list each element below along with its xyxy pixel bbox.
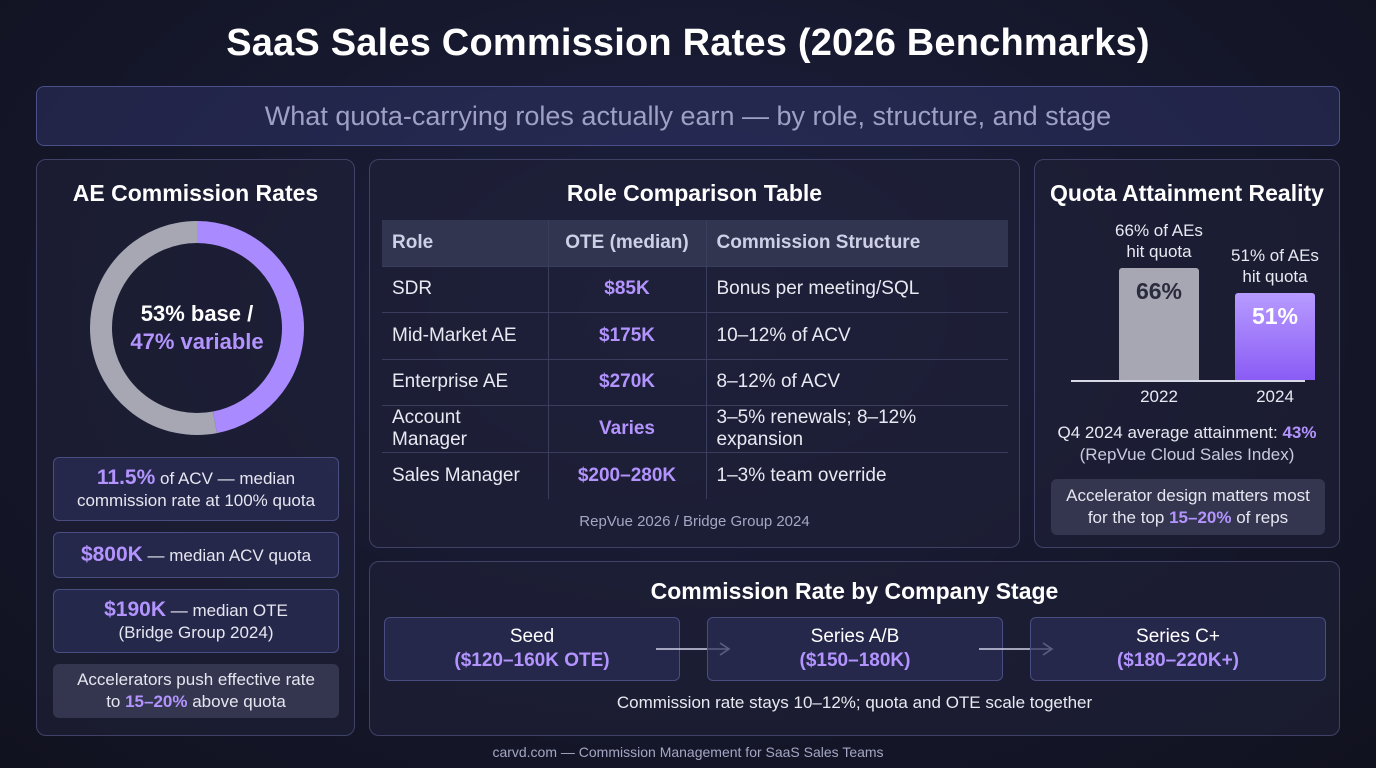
stage-series-c: Series C+ ($180–220K+) [1030, 617, 1326, 681]
accelerator-design-value: 15–20% [1169, 508, 1232, 527]
role-comparison-table: Role OTE (median) Commission Structure S… [382, 220, 1008, 499]
accelerators-line2: to 15–20% above quota [53, 691, 339, 713]
footer: carvd.com — Commission Management for Sa… [492, 744, 884, 760]
stage-ote: ($120–160K OTE) [454, 650, 610, 671]
table-row: Enterprise AE $270K 8–12% of ACV [382, 358, 1008, 406]
acv-quota-stat: $800K — median ACV quota [53, 532, 339, 578]
table-source: RepVue 2026 / Bridge Group 2024 [579, 513, 810, 530]
table-row: Sales Manager $200–280K 1–3% team overri… [382, 451, 1008, 499]
acv-quota-text: — median ACV quota [142, 545, 312, 565]
quota-attainment-panel: Quota Attainment Reality 66% 66% of AEs hi… [1034, 159, 1340, 548]
bar-2022 [1119, 267, 1199, 380]
median-ote-stat: $190K — median OTE (Bridge Group 2024) [53, 589, 339, 653]
table-row: Mid-Market AE $175K 10–12% of ACV [382, 312, 1008, 359]
median-ote-text: — median OTE [166, 600, 288, 620]
acv-rate-stat: 11.5% of ACV — median commission rate at… [53, 457, 339, 521]
subtitle-banner: What quota-carrying roles actually earn … [36, 86, 1340, 146]
table-panel-title: Role Comparison Table [566, 180, 823, 206]
base-variable-donut-chart [90, 221, 304, 435]
role-comparison-panel: Role Comparison Table Role OTE (median) … [369, 159, 1020, 548]
cell-role: Sales Manager [382, 451, 549, 499]
donut-segment-base [90, 221, 218, 435]
cell-role: SDR [382, 265, 549, 313]
bar-value-label: 66% [1135, 277, 1183, 304]
cell-ote: Varies [548, 405, 707, 452]
table-header-row: Role OTE (median) Commission Structure [382, 220, 1008, 266]
table-row: Account Manager Varies 3–5% renewals; 8–… [382, 405, 1008, 452]
acv-rate-text: of ACV — median [155, 468, 296, 488]
accelerators-note: Accelerators push effective rate to 15–2… [53, 664, 339, 718]
header-structure: Commission Structure [706, 220, 1008, 266]
cell-structure: Bonus per meeting/SQL [706, 265, 1008, 313]
page-title: SaaS Sales Commission Rates (2026 Benchm… [226, 22, 1150, 64]
accelerators-line1: Accelerators push effective rate [77, 670, 315, 689]
cell-role: Enterprise AE [382, 358, 549, 406]
quota-attainment-chart: 66% 66% of AEs hit quota 2022 51% 51% of AEs h… [1065, 220, 1319, 412]
x-tick-label: 2024 [1256, 387, 1294, 406]
accelerator-design-pre: for the top [1087, 508, 1170, 527]
cell-role: Account Manager [382, 405, 549, 452]
acv-quota-value: $800K [80, 542, 143, 566]
median-ote-source: (Bridge Group 2024) [118, 622, 274, 642]
accelerators-pre: to [106, 692, 126, 711]
acv-rate-line1: 11.5% of ACV — median [54, 465, 338, 490]
bar-value-label: 51% [1251, 303, 1299, 330]
bar-caption: 51% of AEs hit quota [1231, 246, 1319, 287]
q4-attainment-text: Q4 2024 average attainment: [1057, 423, 1283, 442]
stage-ote: ($150–180K) [799, 650, 911, 671]
company-stage-panel: Commission Rate by Company Stage Seed ($… [369, 561, 1340, 736]
accelerator-design-note: Accelerator design matters most for the … [1051, 479, 1325, 535]
cell-structure: 1–3% team override [706, 451, 1008, 499]
ae-panel-title: AE Commission Rates [72, 180, 319, 206]
accelerator-design-line2: for the top 15–20% of reps [1051, 507, 1325, 529]
cell-structure: 10–12% of ACV [706, 312, 1008, 359]
cell-ote: $85K [548, 265, 707, 313]
accelerator-design-line1: Accelerator design matters most [1066, 486, 1310, 505]
cell-role: Mid-Market AE [382, 312, 549, 359]
cell-ote: $270K [548, 358, 707, 406]
subtitle: What quota-carrying roles actually earn … [264, 100, 1112, 131]
stage-name: Series C+ [1136, 626, 1220, 647]
cell-ote: $200–280K [548, 451, 707, 499]
bar-caption: 66% of AEs hit quota [1115, 220, 1203, 261]
stage-name: Seed [509, 626, 555, 647]
cell-structure: 8–12% of ACV [706, 358, 1008, 406]
stage-ote: ($180–220K+) [1116, 650, 1239, 671]
donut-segment-variable [196, 221, 304, 434]
q4-attainment-note: Q4 2024 average attainment: 43% (RepVue … [1035, 422, 1339, 466]
x-tick-label: 2022 [1140, 387, 1178, 406]
cell-structure: 3–5% renewals; 8–12% expansion [706, 405, 1008, 452]
acv-quota-line: $800K — median ACV quota [54, 542, 338, 567]
median-ote-value: $190K [104, 597, 166, 621]
x-axis-line [1071, 380, 1305, 382]
ae-commission-panel: AE Commission Rates 53% base / 47% varia… [36, 159, 355, 736]
donut-base-label: 53% base / [140, 301, 254, 326]
stage-panel-title: Commission Rate by Company Stage [650, 578, 1059, 604]
accelerator-design-post: of reps [1231, 508, 1289, 527]
stage-note: Commission rate stays 10–12%; quota and … [616, 693, 1093, 712]
acv-rate-line2: commission rate at 100% quota [76, 490, 316, 510]
bar-2024 [1235, 293, 1315, 380]
stage-series-ab: Series A/B ($150–180K) [707, 617, 1003, 681]
accelerators-post: above quota [187, 692, 286, 711]
donut-variable-label: 47% variable [130, 329, 264, 354]
accelerators-value: 15–20% [125, 692, 188, 711]
stage-name: Series A/B [810, 626, 900, 647]
acv-rate-value: 11.5% [96, 465, 156, 489]
cell-ote: $175K [548, 312, 707, 359]
donut-center-label: 53% base / 47% variable [87, 300, 307, 356]
stage-seed: Seed ($120–160K OTE) [384, 617, 680, 681]
table-row: SDR $85K Bonus per meeting/SQL [382, 265, 1008, 313]
header-ote: OTE (median) [548, 220, 707, 266]
quota-panel-title: Quota Attainment Reality [1050, 180, 1324, 206]
q4-attainment-source: (RepVue Cloud Sales Index) [1079, 445, 1295, 464]
median-ote-line: $190K — median OTE [54, 597, 338, 622]
header-role: Role [382, 220, 549, 266]
q4-attainment-line: Q4 2024 average attainment: 43% [1035, 422, 1339, 444]
q4-attainment-value: 43% [1282, 423, 1317, 442]
